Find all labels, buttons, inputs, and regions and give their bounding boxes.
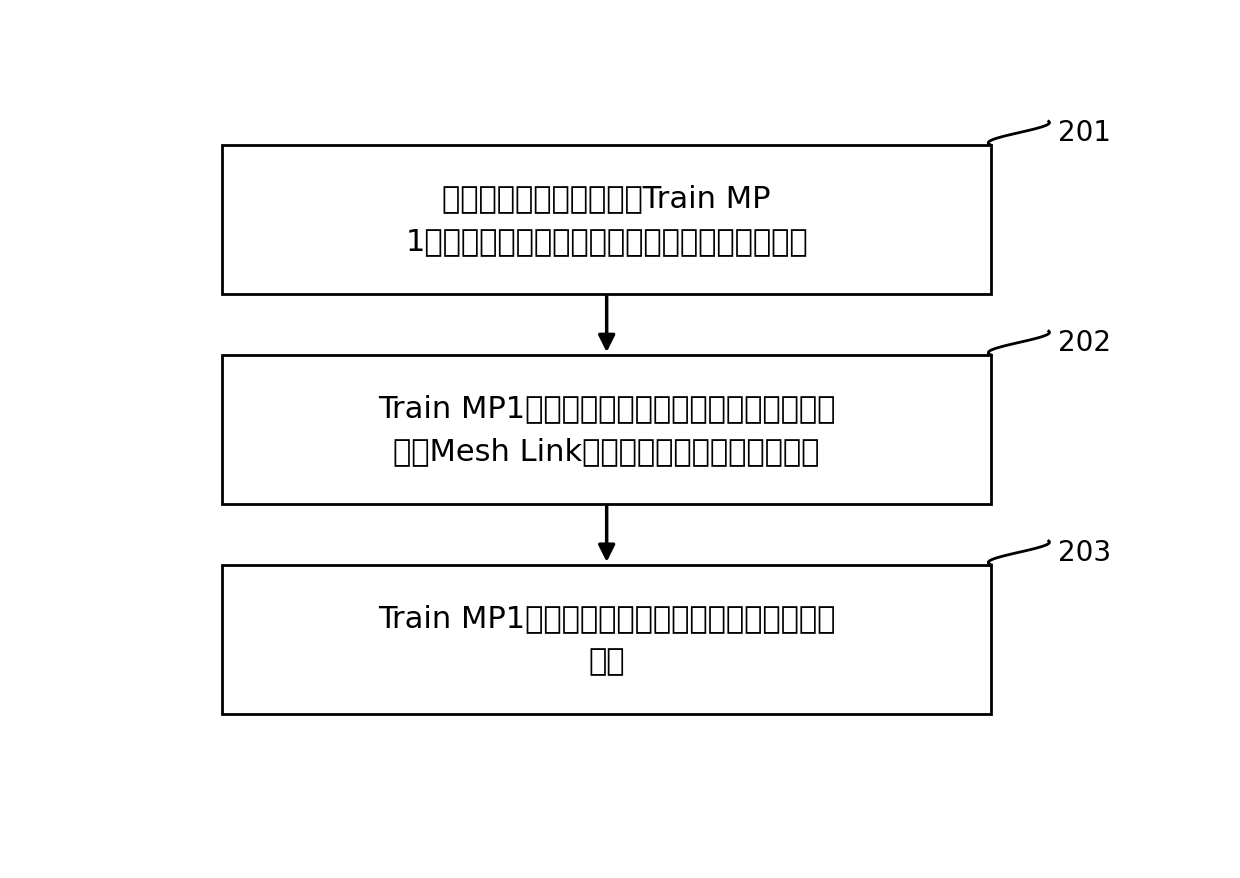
Text: 当活跃链路发生切换时，Train MP
1代理客户端向当前的活跃链路发送组播加入报文: 当活跃链路发生切换时，Train MP 1代理客户端向当前的活跃链路发送组播加入… xyxy=(405,184,808,256)
Bar xyxy=(222,146,991,295)
Text: Train MP1代理客户端向原活跃链路发送组播离开
报文: Train MP1代理客户端向原活跃链路发送组播离开 报文 xyxy=(378,603,836,675)
Text: 201: 201 xyxy=(1059,119,1111,147)
Bar xyxy=(222,565,991,714)
Text: 203: 203 xyxy=(1059,538,1111,566)
Bar xyxy=(222,356,991,504)
Text: 202: 202 xyxy=(1059,328,1111,356)
Text: Train MP1感知到活跃链路切换时，将当前活跃链
路的Mesh Link口维护为二层组播路由器端口: Train MP1感知到活跃链路切换时，将当前活跃链 路的Mesh Link口维… xyxy=(378,394,836,465)
